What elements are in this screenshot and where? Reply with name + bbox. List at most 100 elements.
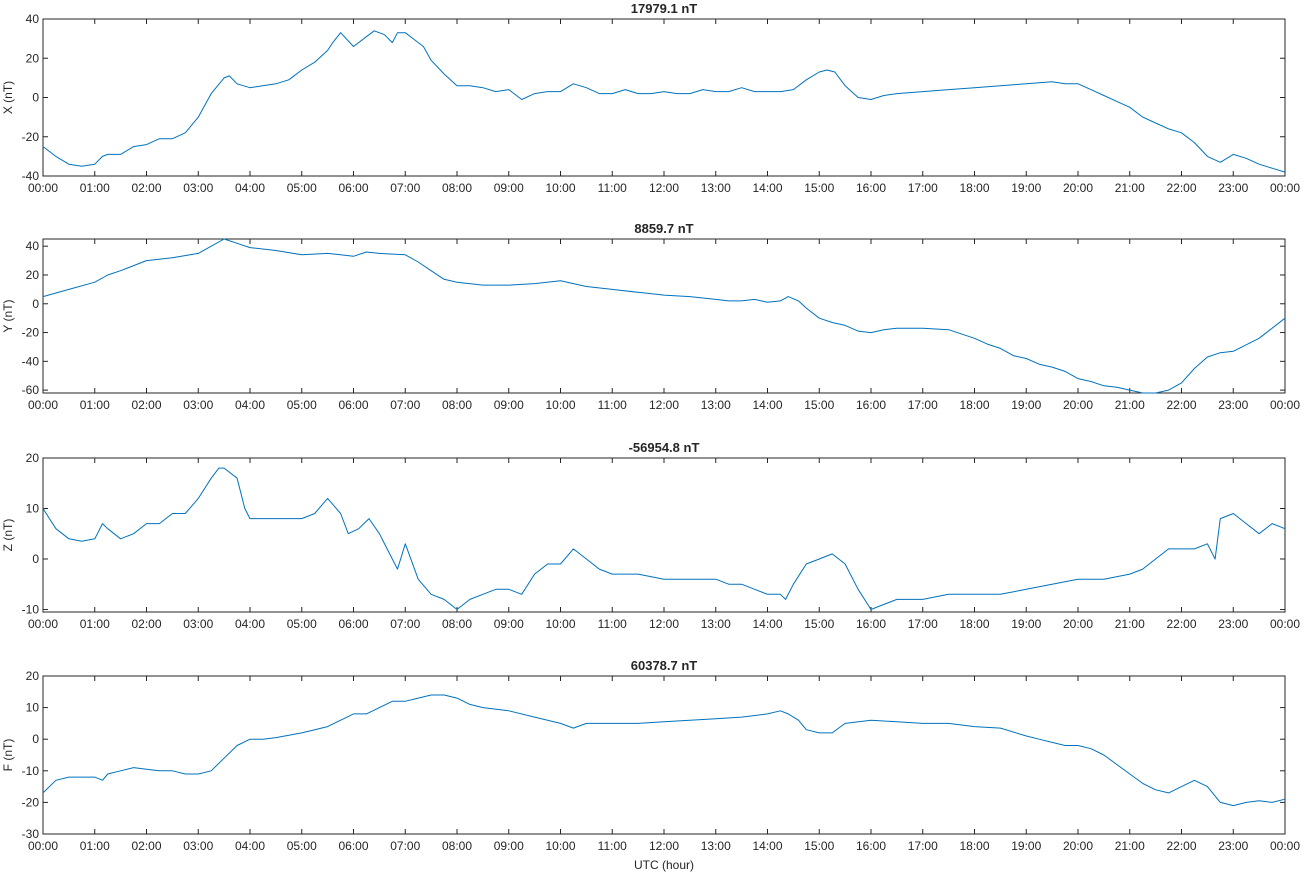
x-tick-label: 19:00 bbox=[1011, 839, 1041, 853]
x-tick-label: 02:00 bbox=[131, 181, 161, 195]
chart-panel-3: -56954.8 nT Z (nT) -10 0 10 20 00:00 01:00 02:00… bbox=[1, 440, 1300, 631]
x-tick-label: 13:00 bbox=[701, 398, 731, 412]
x-tick-label: 16:00 bbox=[856, 398, 886, 412]
x-tick-label: 09:00 bbox=[494, 181, 524, 195]
x-tick-label: 21:00 bbox=[1115, 617, 1145, 631]
x-tick-label: 02:00 bbox=[131, 617, 161, 631]
y-tick-label: 20 bbox=[26, 268, 40, 282]
x-tick-label: 15:00 bbox=[804, 617, 834, 631]
x-tick-label: 12:00 bbox=[649, 398, 679, 412]
x-tick-label: 10:00 bbox=[545, 398, 575, 412]
x-tick-label: 23:00 bbox=[1218, 617, 1248, 631]
x-tick-label: 06:00 bbox=[338, 839, 368, 853]
x-tick-label: 17:00 bbox=[908, 398, 938, 412]
x-tick-label: 14:00 bbox=[752, 181, 782, 195]
y-tick-label: 20 bbox=[26, 669, 40, 683]
x-tick-label: 09:00 bbox=[494, 398, 524, 412]
x-tick-label: 12:00 bbox=[649, 617, 679, 631]
x-tick-label: 02:00 bbox=[131, 839, 161, 853]
x-tick-label: 07:00 bbox=[390, 617, 420, 631]
x-tick-label: 23:00 bbox=[1218, 398, 1248, 412]
x-tick-label: 05:00 bbox=[287, 398, 317, 412]
x-tick-label: 05:00 bbox=[287, 617, 317, 631]
x-tick-label: 15:00 bbox=[804, 398, 834, 412]
x-axis-label: UTC (hour) bbox=[634, 858, 694, 872]
x-tick-label: 11:00 bbox=[598, 398, 627, 412]
x-tick-label: 07:00 bbox=[390, 839, 420, 853]
x-tick-label: 18:00 bbox=[959, 398, 989, 412]
y-tick-label: -10 bbox=[22, 764, 40, 778]
chart-panel-1: 17979.1 nT X (nT) -40 -20 0 20 40 00:00 01:00 02:… bbox=[1, 1, 1300, 195]
x-tick-label: 00:00 bbox=[1270, 617, 1300, 631]
y-tick-label: -20 bbox=[22, 326, 40, 340]
x-tick-label: 22:00 bbox=[1166, 839, 1196, 853]
x-tick-label: 08:00 bbox=[442, 398, 472, 412]
x-tick-label: 22:00 bbox=[1166, 617, 1196, 631]
x-tick-label: 07:00 bbox=[390, 398, 420, 412]
panel-title: -56954.8 nT bbox=[629, 440, 700, 455]
series-line bbox=[42, 694, 1286, 807]
x-tick-label: 14:00 bbox=[752, 398, 782, 412]
x-tick-label: 03:00 bbox=[183, 181, 213, 195]
x-tick-label: 20:00 bbox=[1063, 617, 1093, 631]
x-tick-label: 21:00 bbox=[1115, 181, 1145, 195]
y-tick-label: 0 bbox=[32, 552, 39, 566]
x-tick-label: 20:00 bbox=[1063, 398, 1093, 412]
x-tick-label: 19:00 bbox=[1011, 398, 1041, 412]
plot-area-box bbox=[42, 238, 1286, 394]
chart-panel-2: 8859.7 nT Y (nT) -60 -40 -20 0 20 40 00:00 01:00 0… bbox=[1, 221, 1300, 412]
y-axis-label: F (nT) bbox=[1, 739, 15, 772]
x-tick-label: 03:00 bbox=[183, 398, 213, 412]
x-tick-label: 10:00 bbox=[545, 839, 575, 853]
x-tick-label: 23:00 bbox=[1218, 839, 1248, 853]
x-tick-label: 09:00 bbox=[494, 617, 524, 631]
x-tick-label: 05:00 bbox=[287, 839, 317, 853]
x-tick-label: 12:00 bbox=[649, 181, 679, 195]
y-axis-label: Y (nT) bbox=[1, 299, 15, 332]
x-tick-label: 21:00 bbox=[1115, 398, 1145, 412]
y-tick-label: 0 bbox=[32, 732, 39, 746]
x-tick-label: 16:00 bbox=[856, 839, 886, 853]
x-tick-label: 22:00 bbox=[1166, 398, 1196, 412]
panel-title: 8859.7 nT bbox=[634, 221, 693, 236]
x-tick-label: 11:00 bbox=[598, 181, 627, 195]
y-tick-label: 40 bbox=[26, 239, 40, 253]
x-tick-label: 00:00 bbox=[28, 398, 58, 412]
x-tick-label: 04:00 bbox=[235, 617, 265, 631]
y-tick-label: -40 bbox=[22, 169, 40, 183]
plot-area-box bbox=[42, 675, 1286, 835]
x-tick-label: 17:00 bbox=[908, 617, 938, 631]
y-tick-label: -40 bbox=[22, 354, 40, 368]
y-tick-label: 20 bbox=[26, 51, 40, 65]
x-tick-label: 01:00 bbox=[80, 398, 110, 412]
x-tick-label: 00:00 bbox=[28, 181, 58, 195]
x-tick-label: 10:00 bbox=[545, 617, 575, 631]
x-tick-label: 19:00 bbox=[1011, 617, 1041, 631]
plot-area-box bbox=[42, 18, 1286, 177]
x-tick-label: 08:00 bbox=[442, 181, 472, 195]
x-tick-label: 20:00 bbox=[1063, 839, 1093, 853]
x-tick-label: 23:00 bbox=[1218, 181, 1248, 195]
x-tick-label: 17:00 bbox=[908, 181, 938, 195]
y-tick-label: 10 bbox=[26, 701, 40, 715]
x-tick-label: 00:00 bbox=[1270, 839, 1300, 853]
x-tick-label: 08:00 bbox=[442, 617, 472, 631]
y-tick-label: -60 bbox=[22, 383, 40, 397]
x-tick-label: 10:00 bbox=[545, 181, 575, 195]
x-tick-label: 02:00 bbox=[131, 398, 161, 412]
x-tick-label: 13:00 bbox=[701, 181, 731, 195]
y-tick-label: 20 bbox=[26, 451, 40, 465]
y-tick-label: 0 bbox=[32, 91, 39, 105]
panel-title: 60378.7 nT bbox=[631, 658, 698, 673]
x-tick-label: 15:00 bbox=[804, 839, 834, 853]
x-tick-label: 14:00 bbox=[752, 839, 782, 853]
x-tick-label: 21:00 bbox=[1115, 839, 1145, 853]
x-tick-label: 13:00 bbox=[701, 617, 731, 631]
x-tick-label: 19:00 bbox=[1011, 181, 1041, 195]
x-tick-label: 06:00 bbox=[338, 181, 368, 195]
x-tick-label: 06:00 bbox=[338, 617, 368, 631]
x-tick-label: 07:00 bbox=[390, 181, 420, 195]
x-tick-label: 17:00 bbox=[908, 839, 938, 853]
x-tick-label: 04:00 bbox=[235, 398, 265, 412]
x-tick-label: 18:00 bbox=[959, 839, 989, 853]
